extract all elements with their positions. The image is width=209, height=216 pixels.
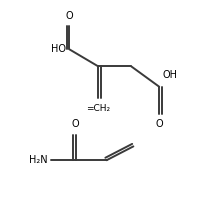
Text: O: O	[72, 119, 79, 129]
Text: H₂N: H₂N	[29, 155, 48, 165]
Text: HO: HO	[51, 44, 66, 54]
Text: O: O	[155, 119, 163, 129]
Text: OH: OH	[162, 70, 177, 80]
Text: O: O	[66, 11, 73, 21]
Text: =CH₂: =CH₂	[86, 104, 110, 113]
